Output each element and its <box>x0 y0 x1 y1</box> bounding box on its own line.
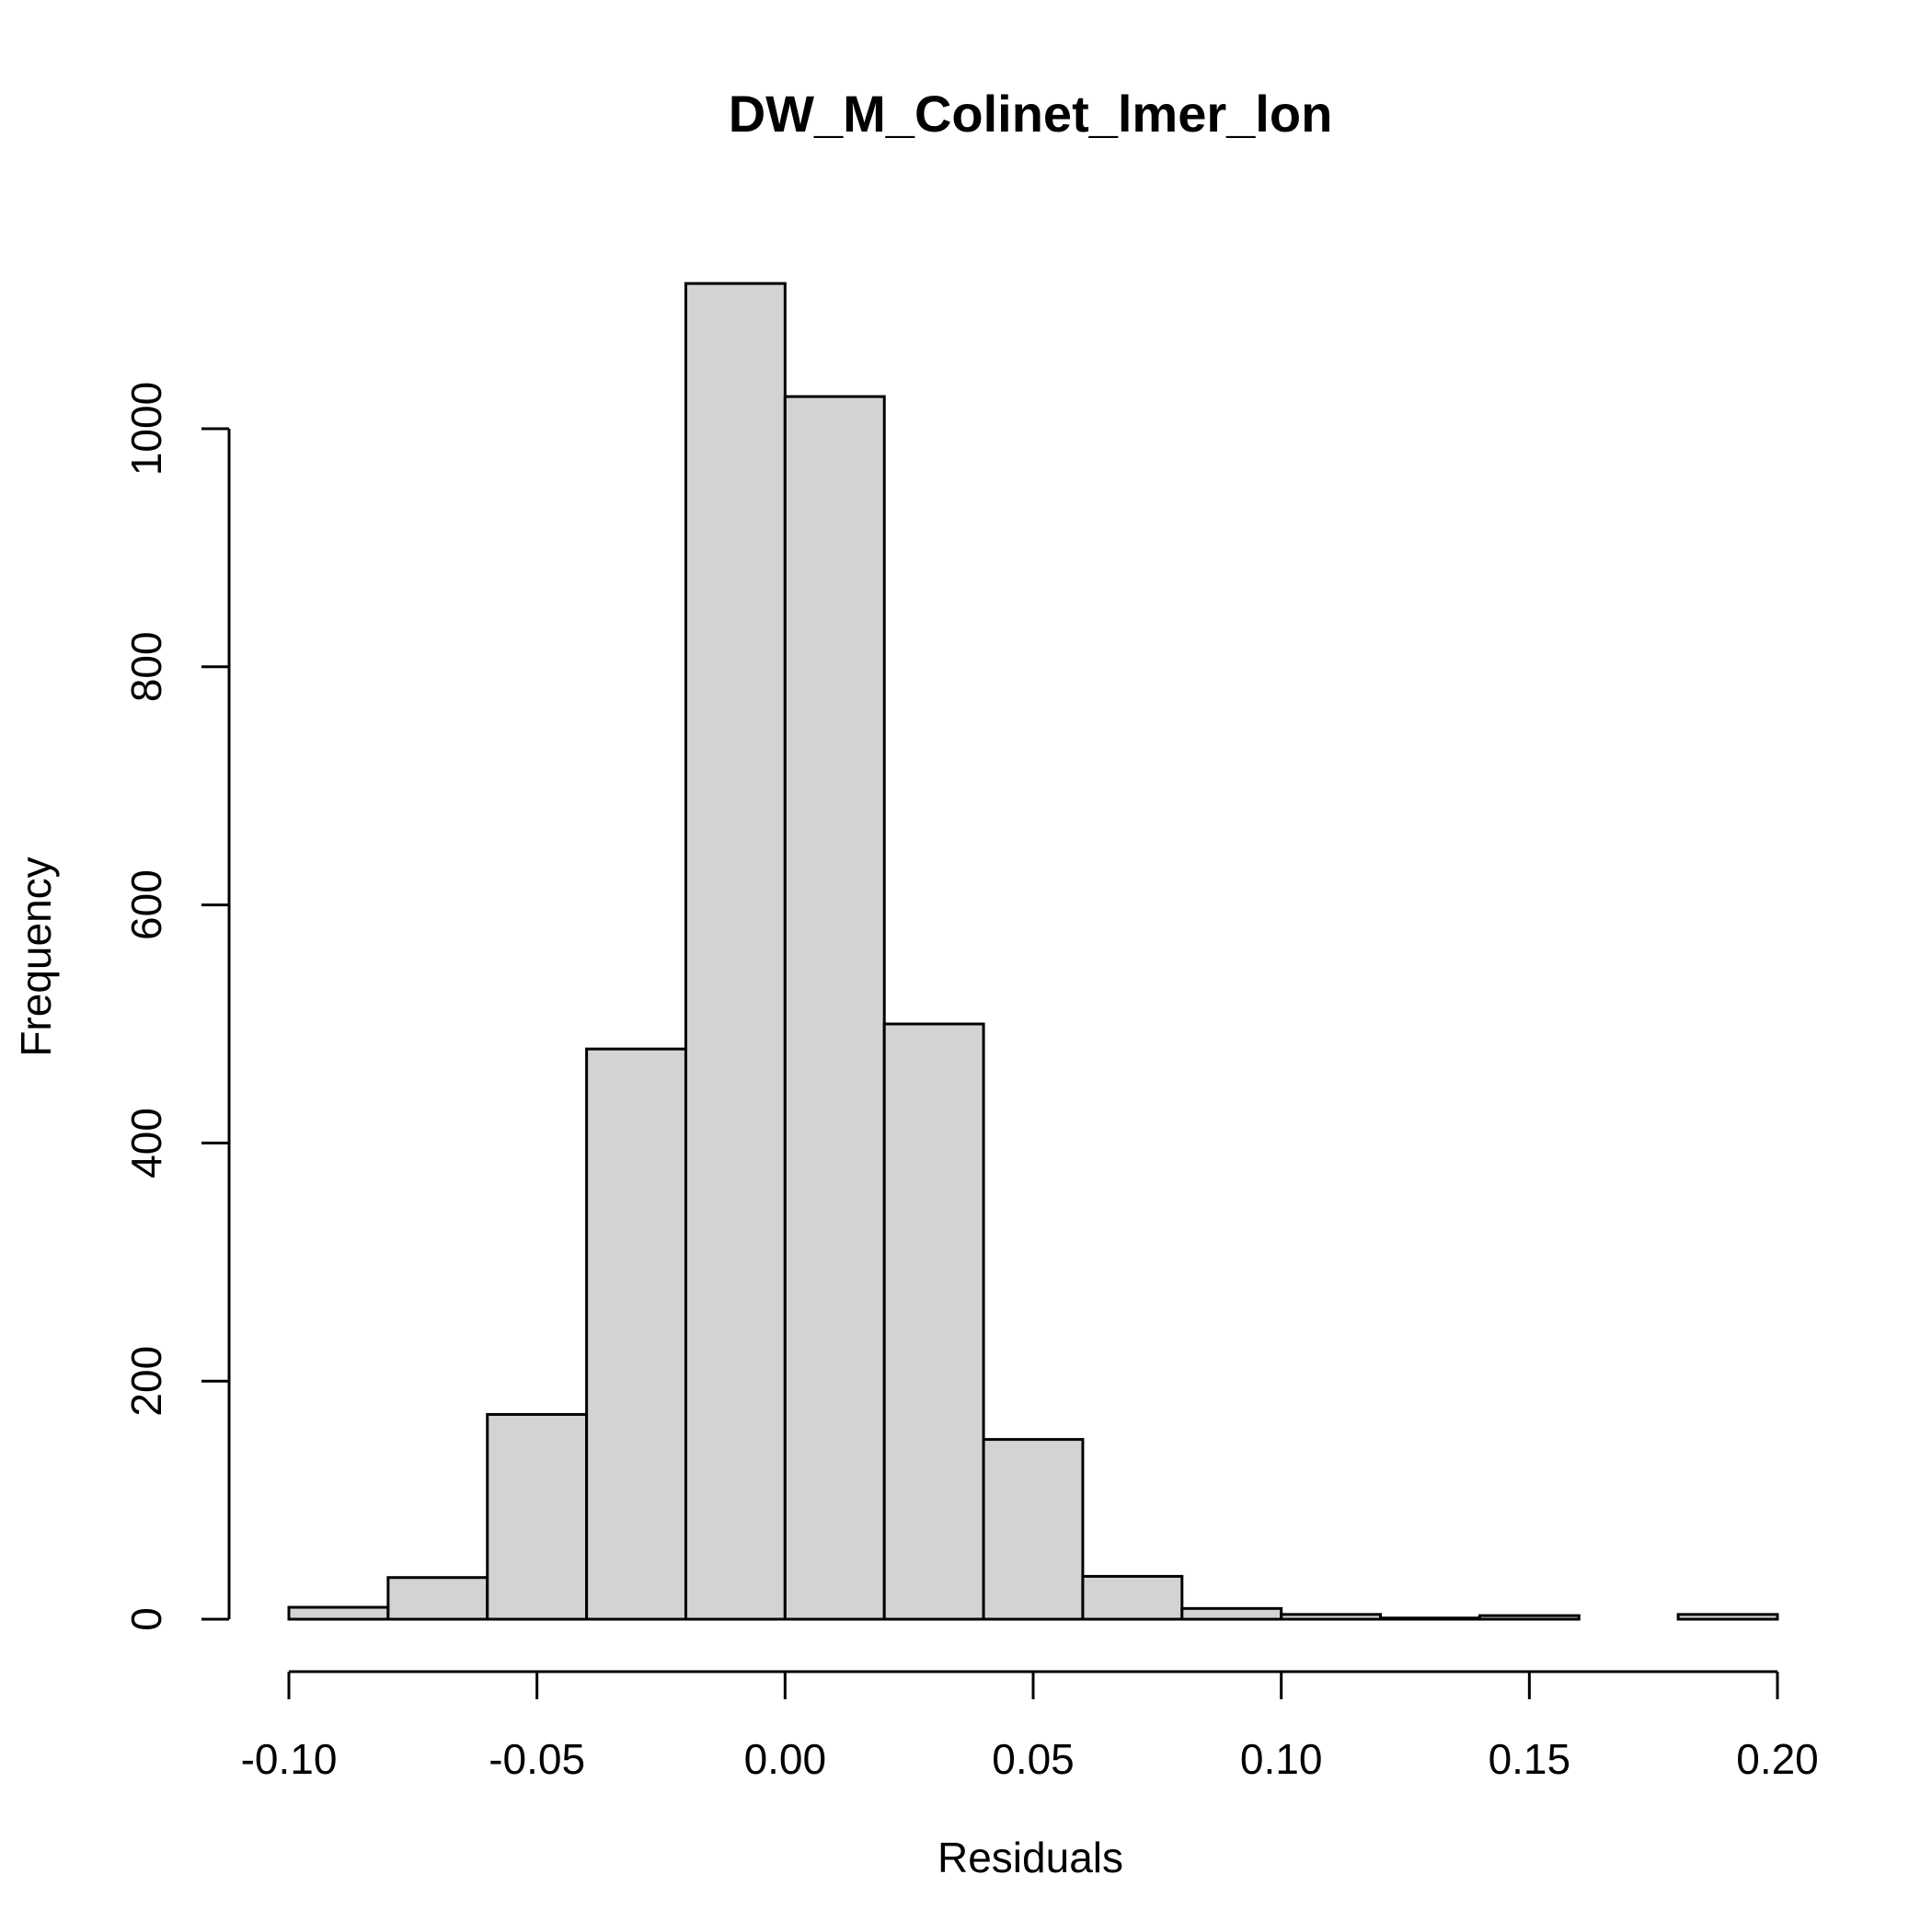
histogram-bar-0 <box>287 1605 390 1621</box>
y-axis: 0 200 400 600 800 1000 <box>122 382 231 1631</box>
x-axis: -0.10 -0.05 0.00 0.05 0.10 0.15 0.20 <box>241 1670 1819 1783</box>
histogram-bar-3 <box>585 1047 687 1621</box>
histogram-bars <box>287 282 1779 1621</box>
histogram-bar-4 <box>684 282 787 1621</box>
histogram-bar-10 <box>1280 1613 1383 1621</box>
y-tick-label: 800 <box>122 631 170 702</box>
chart-title: DW_M_Colinet_lmer_lon <box>729 85 1333 143</box>
histogram-bar-1 <box>386 1576 489 1621</box>
histogram-bar-12 <box>1478 1614 1581 1621</box>
histogram-bar-2 <box>486 1412 589 1621</box>
histogram-bar-5 <box>783 395 886 1621</box>
y-tick-label: 200 <box>122 1346 170 1417</box>
histogram-bar-9 <box>1180 1606 1283 1621</box>
histogram-bar-11 <box>1379 1616 1481 1621</box>
x-tick-label: 0.10 <box>1240 1735 1323 1783</box>
y-tick-label: 0 <box>122 1607 170 1631</box>
y-tick-label: 600 <box>122 869 170 940</box>
x-tick-label: 0.20 <box>1736 1735 1819 1783</box>
y-axis-label: Frequency <box>12 857 60 1056</box>
x-tick-label: 0.05 <box>992 1735 1075 1783</box>
y-tick-label: 400 <box>122 1108 170 1179</box>
histogram-bar-8 <box>1081 1574 1184 1621</box>
histogram-bar-6 <box>882 1022 985 1621</box>
x-tick-label: -0.10 <box>241 1735 338 1783</box>
y-tick-label: 1000 <box>122 382 170 476</box>
x-axis-label: Residuals <box>937 1834 1123 1881</box>
x-tick-label: 0.00 <box>744 1735 827 1783</box>
histogram-bar-7 <box>982 1438 1085 1621</box>
x-tick-label: 0.15 <box>1489 1735 1571 1783</box>
histogram-bar-14 <box>1676 1613 1779 1621</box>
x-tick-label: -0.05 <box>489 1735 585 1783</box>
